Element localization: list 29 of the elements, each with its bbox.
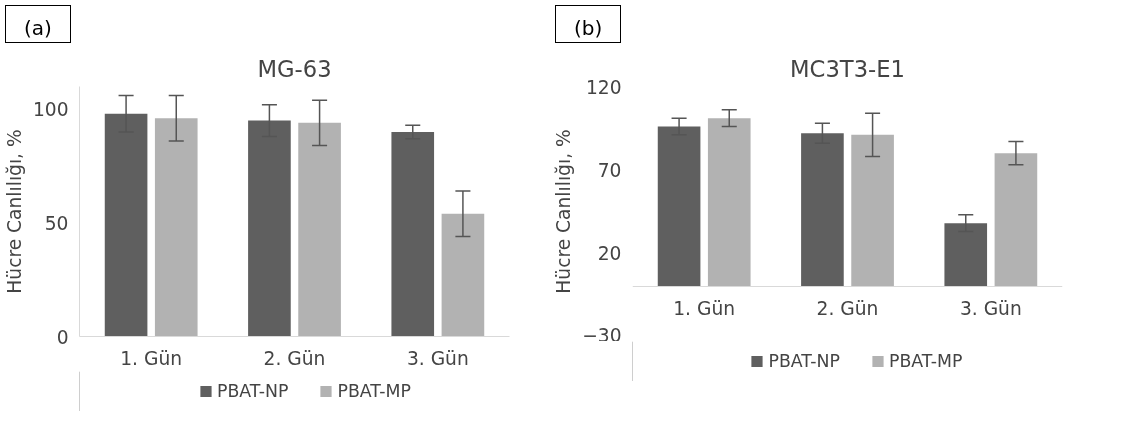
legend-label: PBAT-NP — [768, 351, 841, 371]
text: (a) — [24, 15, 52, 42]
y-tick-label: 20 — [597, 243, 622, 265]
x-tick-label: 3. Gün — [959, 297, 1022, 319]
x-tick-label: 2. Gün — [816, 297, 879, 319]
y-tick-label: 0 — [56, 326, 69, 348]
x-tick-label: 2. Gün — [263, 347, 326, 369]
bar — [298, 122, 341, 337]
x-tick-label: 3. Gün — [406, 347, 469, 369]
text: (b) — [574, 15, 603, 42]
x-tick-label: 1. Gün — [673, 297, 736, 319]
x-tick-label: 1. Gün — [120, 347, 183, 369]
y-axis-title: Hücre Canlılığı, % — [3, 129, 25, 294]
y-tick-label: 70 — [597, 159, 622, 181]
y-tick-label: 50 — [44, 212, 69, 234]
legend-label: PBAT-MP — [337, 381, 412, 401]
bar — [707, 118, 751, 287]
y-axis-title: Hücre Canlılığı, % — [553, 129, 575, 294]
chart-title: MC3T3-E1 — [790, 55, 905, 82]
y-tick-label: 120 — [585, 76, 622, 98]
bar — [441, 213, 485, 337]
y-tick-label: −30 — [582, 324, 622, 346]
legend-label: PBAT-MP — [889, 351, 963, 371]
bar — [154, 118, 198, 337]
legend-label: PBAT-NP — [216, 381, 289, 401]
chart-title: MG-63 — [257, 55, 332, 82]
y-tick-label: 100 — [32, 99, 69, 121]
bar — [994, 153, 1038, 287]
bar — [851, 134, 894, 287]
